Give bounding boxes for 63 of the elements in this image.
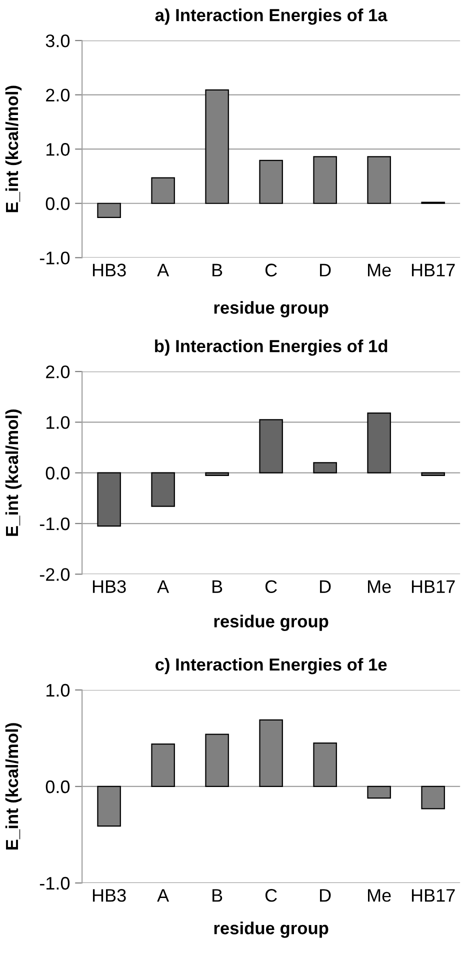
bar [151,743,175,788]
y-axis-title: E_int (kcal/mol) [5,86,22,212]
bar [97,472,121,527]
x-tick-label: Me [368,889,391,902]
bar [205,472,229,476]
bar [313,156,337,204]
y-tick-label: 0.0 [46,466,70,480]
x-tick-label: Me [368,264,391,276]
y-tick-label: 0.0 [46,780,70,794]
chart-title: b) Interaction Energies of 1d [155,340,388,356]
y-tick-label: -1.0 [40,876,70,890]
x-tick-label: HB3 [92,264,126,276]
x-tick-label: C [265,580,277,593]
chart-title: a) Interaction Energies of 1a [155,8,388,25]
bar [421,472,445,476]
bar [367,412,391,474]
y-tick-label: 2.0 [46,365,70,378]
x-tick-label: B [212,889,222,902]
y-tick-label: 1.0 [46,416,70,429]
x-tick-label: A [157,889,170,902]
x-tick-label: D [320,264,331,276]
x-tick-label: D [320,580,331,593]
bar [205,89,229,204]
y-tick-label: 1.0 [46,684,70,697]
bar [151,472,175,507]
x-tick-label: B [212,580,222,593]
x-axis-title: residue group [214,301,328,318]
x-axis-title: residue group [214,614,328,631]
x-tick-label: HB17 [412,264,455,276]
x-tick-label: HB17 [412,889,455,902]
y-tick-label: -1.0 [40,517,70,530]
x-tick-label: B [212,264,222,276]
x-tick-label: HB3 [92,889,126,902]
bar [367,786,391,799]
x-tick-label: C [265,264,277,276]
x-tick-label: HB3 [92,580,126,593]
bar [421,786,445,810]
y-axis-title: E_int (kcal/mol) [5,410,22,536]
bar [151,177,175,204]
x-tick-label: A [157,264,170,276]
bar [313,462,337,474]
bar [97,786,121,827]
bar [97,202,121,218]
y-tick-label: -2.0 [40,568,70,581]
x-tick-label: D [320,889,331,902]
y-tick-label: 2.0 [46,88,70,102]
x-tick-label: HB17 [412,580,455,593]
x-tick-label: A [157,580,170,593]
y-axis-title: E_int (kcal/mol) [5,723,22,850]
y-tick-label: -1.0 [40,252,70,264]
y-tick-label: 0.0 [46,197,70,210]
x-axis-title: residue group [214,922,328,938]
bar [259,719,283,788]
bar [367,156,391,204]
bar [259,419,283,474]
x-tick-label: Me [368,580,391,593]
y-tick-label: 1.0 [46,143,70,156]
bar [205,734,229,788]
bar [259,160,283,204]
y-tick-label: 3.0 [46,34,70,48]
x-tick-label: C [265,889,277,902]
chart-title: c) Interaction Energies of 1e [156,658,387,674]
bar [313,742,337,788]
